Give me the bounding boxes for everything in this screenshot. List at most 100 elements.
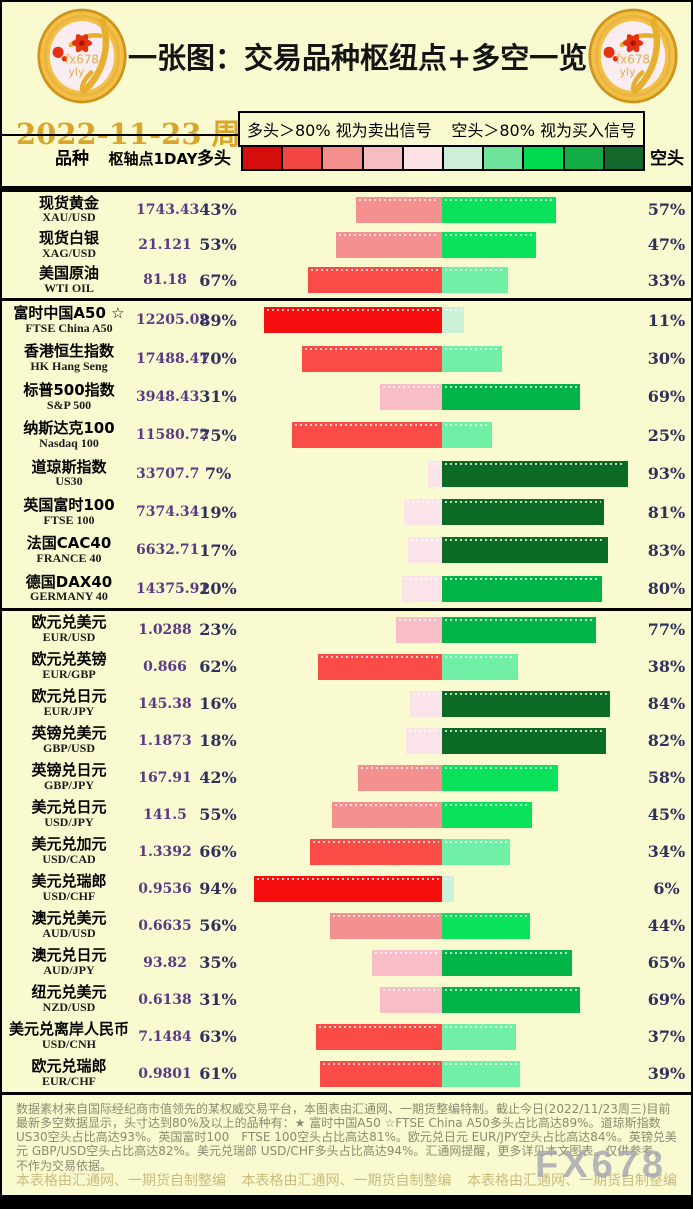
rows-area: 现货黄金 XAU/USD 1743.43 43% 57% 现货白银 XAG/US…: [2, 192, 691, 1095]
pivot-value: 17488.41: [136, 350, 210, 367]
instrument-name-en: USD/CHF: [42, 889, 96, 904]
footer-credits: 本表格由汇通网、一期货自制整编 本表格由汇通网、一期货自制整编 本表格由汇通网、…: [16, 1170, 677, 1190]
bar-track: [242, 422, 642, 449]
legend-box: 多头＞80% 视为卖出信号 空头＞80% 视为买入信号: [238, 111, 645, 147]
long-bar: [356, 196, 442, 223]
instrument-name-en: USD/JPY: [44, 815, 94, 830]
pivot-value: 81.18: [143, 272, 187, 289]
pivot-value: 1.1873: [138, 732, 192, 749]
pivot-value: 12205.02: [136, 312, 210, 329]
footer-summary-text: 数据素材来自国际经纪商市值领先的某权威交易平台，本图表由汇通网、一期货整编特制。…: [16, 1102, 677, 1173]
table-row: 澳元兑美元 AUD/USD 0.6635 56% 44%: [2, 907, 691, 944]
short-percent: 39%: [647, 1064, 686, 1083]
long-percent: 7%: [204, 464, 232, 484]
instrument-cell: 法国CAC40 FRANCE 40: [2, 535, 136, 565]
short-bar: [442, 653, 518, 680]
long-percent: 31%: [199, 387, 237, 407]
instrument-name-cn: 道琼斯指数: [31, 457, 107, 476]
instrument-cell: 现货白银 XAG/USD: [2, 230, 136, 260]
instrument-name-cn: 欧元兑美元: [31, 613, 107, 632]
bar-track: [242, 499, 642, 526]
divider-line: [2, 186, 691, 192]
instrument-name-cn: 澳元兑日元: [31, 946, 107, 965]
short-bar: [442, 460, 628, 487]
short-percent: 69%: [647, 387, 686, 407]
short-bar: [442, 838, 510, 865]
short-percent: 47%: [647, 235, 686, 255]
short-percent: 81%: [647, 502, 686, 522]
credit-text: 本表格由汇通网、一期货自制整编: [16, 1173, 226, 1189]
short-percent: 93%: [647, 464, 686, 484]
instrument-cell: 英镑兑美元 GBP/USD: [2, 725, 136, 755]
instrument-cell: 欧元兑日元 EUR/JPY: [2, 688, 136, 718]
coin-logo-right-icon: fx678 yly: [588, 8, 678, 103]
long-bar: [318, 653, 442, 680]
instrument-name-en: FTSE China A50: [25, 320, 113, 335]
instrument-name-cn: 欧元兑英镑: [31, 650, 107, 669]
long-percent: 62%: [199, 657, 237, 676]
column-header-short: 空头: [650, 149, 684, 169]
instrument-cell: 欧元兑英镑 EUR/GBP: [2, 651, 136, 681]
pivot-value: 0.866: [143, 658, 187, 675]
long-percent: 53%: [199, 235, 237, 255]
long-percent: 35%: [199, 953, 237, 972]
instrument-group: 欧元兑美元 EUR/USD 1.0288 23% 77% 欧元兑英镑 EUR/G…: [2, 611, 691, 1095]
instrument-name-en: EUR/JPY: [43, 704, 95, 719]
pivot-value: 141.5: [143, 806, 187, 823]
instrument-name-cn: 欧元兑日元: [31, 687, 107, 706]
bar-track: [242, 690, 642, 717]
logo-watermark-text: yly: [620, 65, 637, 78]
table-row: 英镑兑日元 GBP/JPY 167.91 42% 58%: [2, 759, 691, 796]
legend-long-note: 多头＞80% 视为卖出信号: [247, 121, 432, 140]
short-bar: [442, 345, 502, 372]
instrument-cell: 欧元兑瑞郎 EUR/CHF: [2, 1058, 136, 1088]
short-percent: 82%: [647, 731, 686, 750]
bar-track: [242, 986, 642, 1013]
short-bar: [442, 949, 572, 976]
instrument-name-en: S&P 500: [46, 397, 92, 412]
instrument-name-en: FTSE 100: [43, 512, 95, 527]
instrument-name-en: XAU/USD: [42, 210, 96, 225]
pivot-value: 7374.34: [136, 504, 200, 521]
long-bar: [332, 801, 442, 828]
bar-track: [242, 949, 642, 976]
instrument-name-cn: 纽元兑美元: [31, 983, 107, 1002]
instrument-cell: 美元兑加元 USD/CAD: [2, 836, 136, 866]
long-bar: [358, 764, 442, 791]
table-row: 香港恒生指数 HK Hang Seng 17488.41 70% 30%: [2, 339, 691, 377]
instrument-name-en: AUD/JPY: [43, 963, 95, 978]
table-row: 美元兑加元 USD/CAD 1.3392 66% 34%: [2, 833, 691, 870]
short-bar: [442, 986, 580, 1013]
legend-band: 2022-11-23 周三 多头＞80% 视为卖出信号 空头＞80% 视为买入信…: [2, 109, 691, 192]
instrument-name-en: USD/CAD: [42, 852, 96, 867]
pivot-value: 167.91: [138, 769, 192, 786]
table-row: 英国富时100 FTSE 100 7374.34 19% 81%: [2, 493, 691, 531]
long-bar: [308, 267, 442, 294]
bar-track: [242, 307, 642, 334]
table-row: 欧元兑日元 EUR/JPY 145.38 16% 84%: [2, 685, 691, 722]
long-bar: [254, 875, 442, 902]
short-bar: [442, 764, 558, 791]
short-bar: [442, 575, 602, 602]
long-percent: 42%: [199, 768, 237, 787]
table-row: 欧元兑英镑 EUR/GBP 0.866 62% 38%: [2, 648, 691, 685]
credit-text: 本表格由汇通网、一期货自制整编: [467, 1173, 677, 1189]
pivot-value: 0.9536: [138, 880, 192, 897]
long-percent: 66%: [199, 842, 237, 861]
table-row: 澳元兑日元 AUD/JPY 93.82 35% 65%: [2, 944, 691, 981]
bar-track: [242, 231, 642, 258]
long-bar: [330, 912, 442, 939]
long-bar: [404, 499, 442, 526]
long-bar: [410, 690, 442, 717]
long-bar: [372, 949, 442, 976]
instrument-cell: 香港恒生指数 HK Hang Seng: [2, 343, 136, 373]
legend-short-note: 空头＞80% 视为买入信号: [451, 121, 636, 140]
instrument-name-en: FRANCE 40: [36, 551, 102, 566]
masthead: fx678 yly 一张图：交易品种枢纽点+多空一览 fx678 yly: [2, 2, 691, 109]
table-row: 纳斯达克100 Nasdaq 100 11580.72 75% 25%: [2, 416, 691, 454]
pivot-value: 21.121: [138, 236, 192, 253]
instrument-name-cn: 富时中国A50 ☆: [13, 304, 125, 323]
instrument-cell: 欧元兑美元 EUR/USD: [2, 614, 136, 644]
instrument-cell: 澳元兑美元 AUD/USD: [2, 910, 136, 940]
instrument-cell: 标普500指数 S&P 500: [2, 382, 136, 412]
